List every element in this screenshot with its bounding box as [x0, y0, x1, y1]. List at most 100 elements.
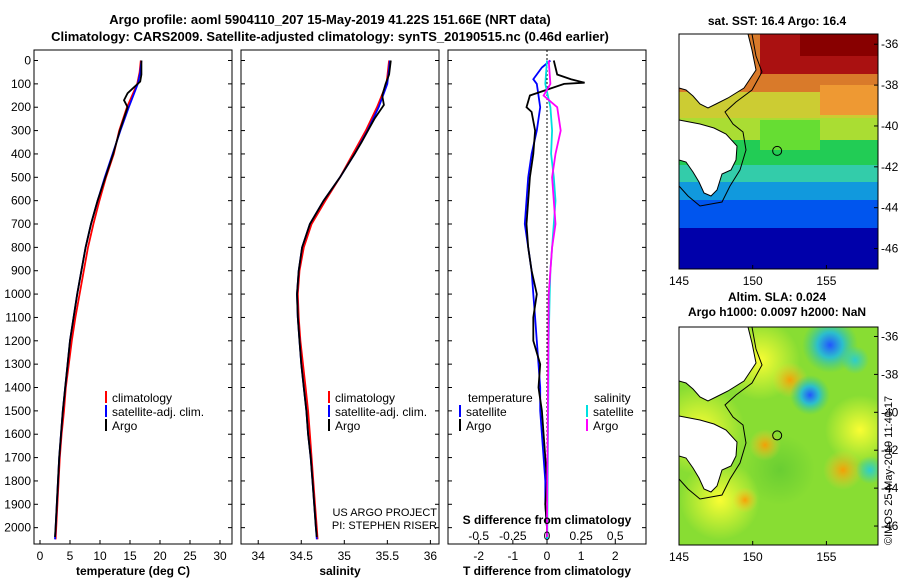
map-y-tick-label: -44 [881, 481, 899, 495]
x-tick-label: 2 [612, 549, 619, 563]
map-y-tick-label: -42 [881, 160, 899, 174]
map-y-tick-label: -40 [881, 405, 899, 419]
depth-tick-label: 1600 [4, 427, 31, 441]
legend-label-s-argo: Argo [593, 419, 619, 433]
legend-label-satellite: satellite-adj. clim. [112, 405, 204, 419]
depth-tick-label: 1000 [4, 287, 31, 301]
salinity-legend: climatology satellite-adj. clim. Argo [328, 391, 427, 433]
map-x-tick-label: 150 [743, 550, 763, 564]
x-tick-label: 34.5 [290, 549, 314, 563]
x-tick-label: 15 [123, 549, 137, 563]
x-tick-label: -2 [473, 549, 484, 563]
argo-position-marker [772, 430, 783, 441]
depth-tick-label: 1700 [4, 451, 31, 465]
series-line-temperature-argo [525, 60, 585, 537]
series-line-temperature-satellite [523, 59, 551, 540]
salinity-profiles [296, 60, 392, 540]
map-x-tick-label: 145 [669, 274, 689, 288]
depth-tick-label: 500 [11, 170, 31, 184]
chart-title-line2: Climatology: CARS2009. Satellite-adjuste… [51, 29, 609, 44]
depth-tick-label: 700 [11, 217, 31, 231]
difference-profiles [523, 50, 585, 544]
depth-tick-label: 800 [11, 240, 31, 254]
x-tick-label: 25 [183, 549, 197, 563]
x-tick-label: 5 [67, 549, 74, 563]
map-x-tick-label: 145 [669, 550, 689, 564]
s-diff-tick-label: 0.5 [607, 529, 624, 543]
depth-tick-label: 1300 [4, 357, 31, 371]
series-line-satellite-adj-clim- [54, 60, 143, 540]
s-diff-tick-label: 0 [544, 529, 551, 543]
map-x-tick-label: 150 [743, 274, 763, 288]
legend-label-t-argo: Argo [466, 419, 492, 433]
map-y-tick-label: -46 [881, 519, 899, 533]
depth-tick-label: 100 [11, 77, 31, 91]
depth-tick-label: 900 [11, 264, 31, 278]
sla-map-axes: 145 150 155 -36 -38 -40 -42 -44 -46 [669, 329, 899, 564]
salinity-x-label: salinity [319, 564, 361, 578]
map-y-tick-label: -38 [881, 367, 899, 381]
temperature-x-axis: 0 5 10 15 20 25 30 [37, 540, 227, 563]
x-tick-label: -1 [508, 549, 519, 563]
x-tick-label: 20 [153, 549, 167, 563]
series-line-argo [296, 60, 392, 538]
map-y-tick-label: -36 [881, 329, 899, 343]
salinity-panel-frame [240, 49, 440, 545]
credit-project: US ARGO PROJECT [332, 507, 437, 519]
depth-tick-label: 1400 [4, 381, 31, 395]
depth-tick-label: 200 [11, 100, 31, 114]
credit-pi: PI: STEPHEN RISER [332, 520, 437, 532]
temperature-profiles [54, 60, 143, 540]
series-line-argo [54, 60, 143, 538]
temperature-panel-frame [33, 49, 233, 545]
depth-tick-label: 300 [11, 124, 31, 138]
sla-map-frame [678, 326, 879, 546]
sla-map-title-line2: Argo h1000: 0.0097 h2000: NaN [688, 305, 866, 319]
x-tick-label: 1 [578, 549, 585, 563]
legend-label-climatology: climatology [112, 391, 172, 405]
depth-tick-label: 1100 [5, 310, 31, 324]
legend-heading-temperature: temperature [468, 391, 533, 405]
chart-title-line1: Argo profile: aoml 5904110_207 15-May-20… [109, 12, 551, 27]
x-tick-label: 34 [252, 549, 266, 563]
x-tick-label: 35 [338, 549, 352, 563]
x-tick-label: 30 [213, 549, 227, 563]
t-difference-x-label: T difference from climatology [463, 564, 631, 578]
s-difference-x-label: S difference from climatology [463, 513, 632, 527]
series-line-climatology [54, 60, 142, 540]
sst-map-frame [678, 33, 879, 270]
x-tick-label: 10 [93, 549, 107, 563]
temperature-x-label: temperature (deg C) [76, 564, 190, 578]
sla-map [679, 327, 878, 545]
depth-tick-label: 1500 [4, 404, 31, 418]
argo-position-marker [772, 145, 783, 156]
legend-label-satellite: satellite-adj. clim. [335, 405, 427, 419]
x-tick-label: 0 [544, 549, 551, 563]
map-x-tick-label: 155 [816, 274, 836, 288]
s-diff-tick-label: -0.25 [499, 529, 527, 543]
difference-x-axis: -2 -1 0 1 2 [473, 540, 619, 563]
map-y-tick-label: -44 [881, 201, 899, 215]
x-tick-label: 0 [37, 549, 44, 563]
x-tick-label: 35.5 [376, 549, 400, 563]
depth-axis: 0 100 200 300 400 500 600 700 800 900 1000 1100 1200… [4, 54, 646, 535]
legend-label-argo: Argo [112, 419, 138, 433]
legend-label-s-satellite: satellite [593, 405, 634, 419]
map-y-tick-label: -38 [881, 78, 899, 92]
legend-label-argo: Argo [335, 419, 361, 433]
map-y-tick-label: -36 [881, 37, 899, 51]
depth-tick-label: 1200 [4, 334, 31, 348]
s-diff-tick-label: -0.5 [468, 529, 489, 543]
map-y-tick-label: -40 [881, 119, 899, 133]
salinity-x-axis: 34 34.5 35 35.5 36 [252, 540, 437, 563]
sst-map [679, 34, 878, 269]
depth-tick-label: 400 [11, 147, 31, 161]
legend-label-climatology: climatology [335, 391, 395, 405]
difference-legend: temperature satellite Argo salinity sate… [459, 391, 634, 433]
salinity-difference-axis: -0.5 -0.25 0 0.25 0.5 [468, 529, 624, 543]
depth-tick-label: 0 [24, 54, 31, 68]
s-diff-tick-label: 0.25 [569, 529, 593, 543]
sst-map-title: sat. SST: 16.4 Argo: 16.4 [708, 14, 847, 28]
legend-heading-salinity: salinity [594, 391, 631, 405]
